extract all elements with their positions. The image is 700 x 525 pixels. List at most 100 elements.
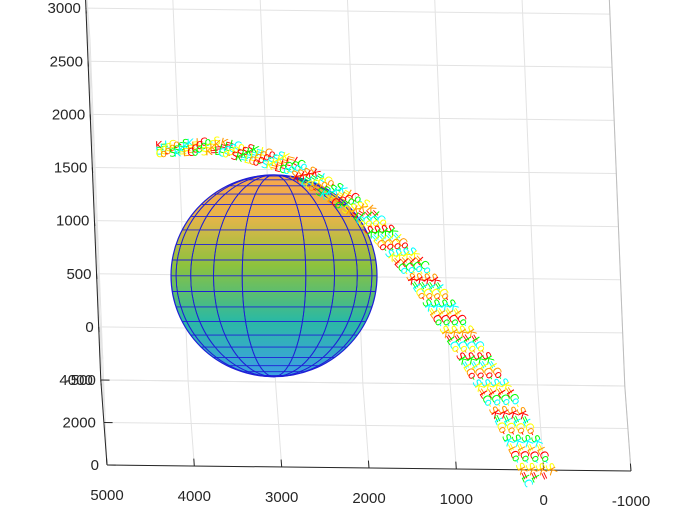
sphere-longitude-line — [175, 174, 373, 378]
trajectory-marker: C — [168, 138, 177, 151]
trajectory-marker: - — [204, 139, 209, 152]
trajectory-marker: o — [538, 453, 553, 465]
y-tick-label: 2000 — [63, 415, 96, 432]
trajectory-marker: - — [336, 200, 346, 213]
trajectory-marker: = — [155, 142, 165, 155]
trajectory-marker: S — [230, 149, 240, 163]
trajectory-marker: S — [542, 461, 557, 473]
trajectory-marker: = — [274, 157, 286, 172]
trajectory-marker: o — [226, 144, 236, 158]
trajectory-marker: o — [519, 453, 534, 465]
trajectory-marker: - — [296, 163, 306, 176]
trajectory: K=LC=LCoLCo-Co-So-SK-SK=SK=LK=LC=LCoLCo-… — [155, 135, 560, 490]
trajectory-marker: L — [259, 145, 269, 159]
x-tick-mark — [280, 459, 283, 468]
trajectory-marker: K — [219, 136, 230, 151]
trajectory-marker: L — [505, 444, 520, 456]
trajectory-marker: - — [272, 148, 279, 162]
trajectory-marker: C — [191, 142, 200, 155]
trajectory-marker: - — [423, 267, 436, 278]
trajectory-marker: S — [514, 405, 529, 417]
trajectory-marker: - — [459, 346, 472, 356]
y-tick-label: 0 — [91, 457, 99, 474]
x-tick-label: 0 — [540, 492, 548, 509]
trajectory-marker: S — [528, 433, 543, 445]
x-tick-label: 3000 — [265, 489, 298, 506]
trajectory-marker: C — [258, 149, 269, 164]
trajectory-marker: L — [228, 138, 238, 152]
trajectory-marker: - — [521, 457, 534, 466]
z-tick-label: 1500 — [54, 160, 87, 177]
trajectory-marker: - — [459, 319, 472, 330]
z-tick-label: 3000 — [48, 0, 81, 17]
trajectory-marker: o — [204, 135, 212, 148]
grid-line-floor-y — [100, 379, 625, 387]
grid-line-back-z — [85, 7, 610, 15]
trajectory-marker: - — [484, 400, 497, 410]
trajectory-marker: = — [214, 141, 224, 154]
trajectory-marker: - — [467, 373, 480, 383]
trajectory-marker: - — [349, 196, 359, 209]
trajectory-marker: L — [164, 138, 172, 151]
trajectory-marker: - — [266, 151, 273, 165]
trajectory-marker: S — [499, 432, 514, 444]
trajectory-marker: - — [200, 142, 205, 155]
trajectory-marker: o — [169, 141, 177, 154]
trajectory-marker: o — [221, 147, 231, 161]
trajectory-marker: o — [164, 144, 172, 157]
z-tick-label: -500 — [66, 372, 96, 389]
trajectory-marker: S — [169, 146, 177, 159]
trajectory-marker: = — [159, 138, 169, 151]
x-tick-label: 4000 — [178, 488, 211, 505]
trajectory-marker: S — [182, 137, 190, 150]
trajectory-marker: L — [223, 140, 233, 154]
trajectory-marker: L — [501, 416, 516, 428]
trajectory-marker: K — [264, 158, 275, 173]
x-tick-mark — [193, 458, 195, 467]
trajectory-marker: - — [283, 165, 293, 178]
trajectory-marker: - — [433, 293, 446, 304]
trajectory-marker: S — [271, 152, 281, 166]
grid-line-side-z — [86, 0, 91, 41]
trajectory-marker: = — [218, 139, 230, 154]
trajectory-marker: - — [540, 457, 553, 466]
trajectory-marker: - — [497, 428, 510, 437]
trajectory-marker: C — [200, 135, 209, 148]
trajectory-marker: - — [230, 146, 237, 160]
trajectory-marker: - — [173, 141, 178, 154]
trajectory-marker: - — [415, 267, 428, 278]
trajectory-marker: - — [322, 180, 332, 193]
trajectory-marker: - — [209, 135, 214, 148]
trajectory-marker: L — [284, 155, 294, 169]
z-tick-label: 2500 — [50, 53, 83, 70]
trajectory-marker: - — [477, 346, 490, 356]
trajectory-marker: - — [380, 219, 392, 231]
right-back-edge — [608, 0, 626, 387]
trajectory-marker: S — [200, 145, 208, 158]
trajectory-marker: - — [394, 242, 406, 254]
trajectory-marker: L — [492, 416, 507, 428]
trajectory-marker: - — [365, 220, 377, 232]
sphere — [170, 174, 378, 378]
grid-line-back-z — [87, 60, 613, 68]
trajectory-marker: - — [343, 198, 353, 211]
trajectory-marker: L — [510, 417, 525, 429]
trajectory-marker: L — [520, 417, 535, 429]
trajectory-marker: o — [505, 424, 520, 436]
trajectory-marker: S — [265, 155, 275, 169]
trajectory-marker: = — [186, 140, 196, 153]
x-tick-mark — [455, 461, 457, 470]
trajectory-marker: L — [187, 143, 195, 156]
trajectory-marker: - — [408, 266, 420, 278]
trajectory-marker: = — [285, 151, 297, 166]
trajectory-marker: - — [468, 346, 481, 356]
z-tick-label: 0 — [85, 319, 93, 336]
z-tick-label: 2000 — [52, 106, 85, 123]
trajectory-marker: = — [254, 144, 266, 159]
trajectory-marker: L — [528, 473, 543, 485]
trajectory-marker: S — [235, 147, 245, 161]
trajectory-marker: o — [495, 424, 510, 436]
trajectory-marker: = — [269, 160, 281, 175]
trajectory-marker: o — [237, 140, 247, 154]
trajectory-marker: - — [511, 456, 524, 465]
